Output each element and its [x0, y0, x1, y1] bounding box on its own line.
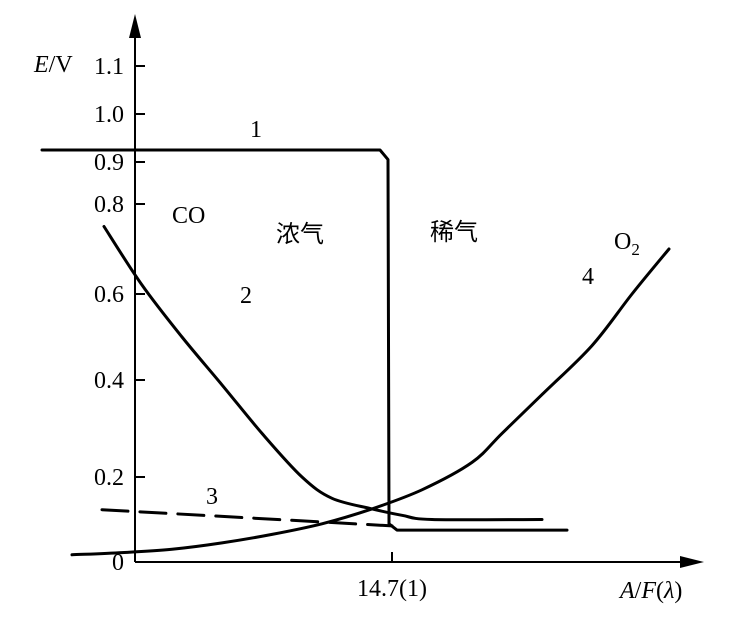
- x-axis-label: A/F(λ): [618, 578, 682, 604]
- x-axis-label-open: (: [656, 578, 664, 604]
- o2-species-label: O2: [614, 229, 640, 259]
- series-1-line: [40, 148, 569, 532]
- y-tick-label: 0.8: [94, 192, 124, 218]
- series-2-line: [102, 225, 544, 522]
- curve-3-label: 3: [206, 484, 218, 510]
- y-tick-label: 0.9: [94, 150, 124, 176]
- x-tick-label: 14.7(1): [357, 576, 427, 602]
- curve-4-label: 4: [582, 264, 594, 290]
- region-label-rich: 浓气: [276, 220, 324, 248]
- y-axis-label-symbol: E: [33, 52, 49, 78]
- y-tick-label: 0: [112, 550, 124, 576]
- series-3-line: [100, 508, 394, 528]
- x-axis-label-close: ): [674, 578, 682, 604]
- x-axis-arrow: [680, 556, 704, 568]
- ticks-layer: 0 0.2 0.4 0.6 0.8 0.9 1.0 1.1 14.7(1): [94, 54, 427, 602]
- series-4-line: [70, 247, 671, 557]
- y-tick-label: 0.6: [94, 282, 124, 308]
- region-label-lean: 稀气: [430, 218, 478, 246]
- x-axis-label-f: F: [640, 578, 656, 604]
- x-axis-label-a: A: [618, 578, 635, 604]
- y-axis-label-unit: /V: [49, 52, 74, 78]
- y-tick-label: 1.1: [94, 54, 124, 80]
- curve-2-label: 2: [240, 283, 252, 309]
- x-axis-label-slash: /: [635, 578, 642, 604]
- series-layer: [40, 148, 671, 557]
- y-axis-label: E/V: [33, 52, 73, 78]
- y-axis-arrow: [129, 14, 141, 38]
- y-tick-label: 0.4: [94, 368, 124, 394]
- y-tick-label: 0.2: [94, 465, 124, 491]
- co-species-label: CO: [172, 203, 205, 229]
- o2-species-symbol: O: [614, 229, 631, 255]
- x-axis-label-lambda: λ: [663, 578, 674, 604]
- o2-species-subscript: 2: [631, 240, 640, 259]
- y-tick-label: 1.0: [94, 102, 124, 128]
- curve-1-label: 1: [250, 117, 262, 143]
